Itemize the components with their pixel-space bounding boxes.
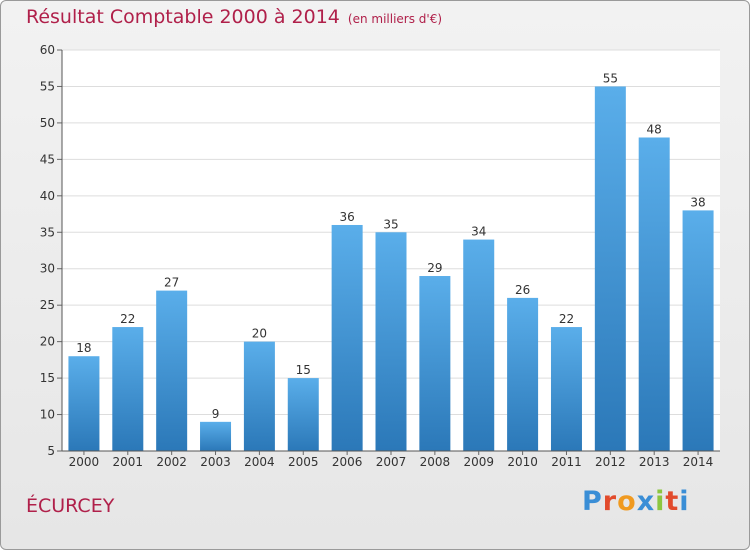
x-tick-label-2009: 2009 <box>463 455 494 469</box>
logo-letter: i <box>655 486 666 517</box>
bar-2013 <box>638 137 670 451</box>
data-label-2003: 9 <box>212 407 220 421</box>
x-tick-labels: 2000 2001 2002 2003 2004 2005 2006 2007 2008 2009… <box>69 451 714 469</box>
bar-2010 <box>507 297 539 451</box>
logo-letter: o <box>617 486 637 517</box>
x-tick-label-2011: 2011 <box>551 455 582 469</box>
y-tick-label: 20 <box>40 335 55 349</box>
x-tick-label-2001: 2001 <box>113 455 144 469</box>
x-tick-label-2012: 2012 <box>595 455 626 469</box>
data-label-2014: 38 <box>690 195 705 209</box>
bar-2011 <box>550 327 582 451</box>
data-labels: 18 22 27 9 20 15 36 35 29 34 26 22 55 48 38 <box>76 71 705 420</box>
proxiti-logo: Proxiti <box>582 486 690 517</box>
y-tick-label: 40 <box>40 189 55 203</box>
data-label-2009: 34 <box>471 225 486 239</box>
chart-title-text: Résultat Comptable 2000 à 2014 <box>26 6 340 28</box>
logo-letter: i <box>679 486 690 517</box>
x-tick-label-2010: 2010 <box>507 455 538 469</box>
data-label-2007: 35 <box>383 217 398 231</box>
x-tick-label-2006: 2006 <box>332 455 363 469</box>
x-tick-label-2013: 2013 <box>639 455 670 469</box>
bar-2004 <box>243 341 275 451</box>
commune-name: ÉCURCEY <box>26 495 115 517</box>
y-tick-label: 60 <box>40 43 55 57</box>
y-tick-label: 45 <box>40 152 55 166</box>
x-tick-label-2003: 2003 <box>200 455 231 469</box>
data-label-2001: 22 <box>120 312 135 326</box>
bar-2007 <box>375 232 407 451</box>
logo-letter: t <box>665 486 680 517</box>
data-label-2008: 29 <box>427 261 442 275</box>
data-label-2011: 22 <box>559 312 574 326</box>
bar-2005 <box>287 378 319 451</box>
data-label-2000: 18 <box>76 341 91 355</box>
logo-letter: P <box>582 486 603 517</box>
logo-letter: r <box>602 486 618 517</box>
bar-2009 <box>463 239 495 451</box>
x-tick-label-2005: 2005 <box>288 455 319 469</box>
y-tick-labels: 5 10 15 20 25 30 35 40 45 50 55 60 <box>40 43 55 458</box>
bar-2012 <box>594 86 626 452</box>
x-tick-label-2008: 2008 <box>420 455 451 469</box>
y-tick-label: 30 <box>40 262 55 276</box>
y-tick-label: 25 <box>40 298 55 312</box>
y-tick-label: 50 <box>40 116 55 130</box>
chart-subtitle: (en milliers d'€) <box>347 12 443 26</box>
y-tick-label: 55 <box>40 79 55 93</box>
x-tick-label-2014: 2014 <box>683 455 714 469</box>
x-tick-label-2007: 2007 <box>376 455 407 469</box>
data-label-2005: 15 <box>296 363 311 377</box>
bar-2014 <box>682 210 714 451</box>
data-label-2012: 55 <box>603 71 618 85</box>
y-tick-label: 5 <box>47 444 55 458</box>
bar-2003 <box>200 421 232 451</box>
y-tick-label: 35 <box>40 225 55 239</box>
x-tick-label-2004: 2004 <box>244 455 275 469</box>
data-label-2010: 26 <box>515 283 530 297</box>
chart-title: Résultat Comptable 2000 à 2014 (en millie… <box>26 6 442 28</box>
data-label-2006: 36 <box>339 210 354 224</box>
bar-2002 <box>156 290 188 451</box>
data-label-2002: 27 <box>164 276 179 290</box>
x-tick-label-2000: 2000 <box>69 455 100 469</box>
bars <box>68 86 714 452</box>
bar-2008 <box>419 276 451 451</box>
data-label-2013: 48 <box>647 122 662 136</box>
bar-2001 <box>112 327 144 451</box>
x-tick-label-2002: 2002 <box>156 455 187 469</box>
y-tick-label: 10 <box>40 408 55 422</box>
bar-2000 <box>68 356 100 451</box>
logo-letter: x <box>636 486 656 517</box>
data-label-2004: 20 <box>252 327 267 341</box>
y-tick-label: 15 <box>40 371 55 385</box>
bar-2006 <box>331 224 363 451</box>
